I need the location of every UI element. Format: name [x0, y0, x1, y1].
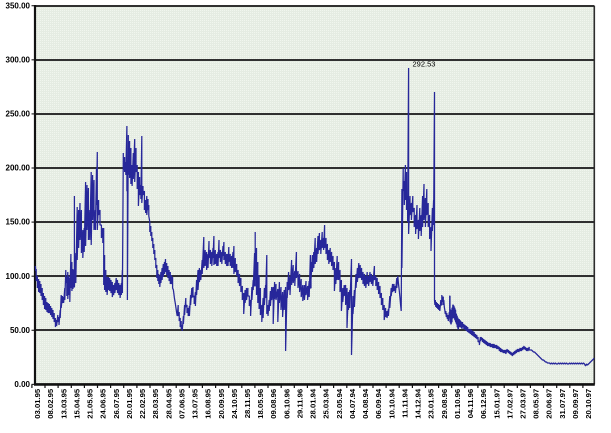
svg-text:0.00: 0.00: [14, 380, 30, 389]
svg-text:29.08.96: 29.08.96: [440, 389, 449, 419]
svg-text:15.01.97: 15.01.97: [492, 389, 501, 419]
svg-text:24.10.95: 24.10.95: [230, 388, 239, 419]
svg-text:200.00: 200.00: [6, 164, 31, 173]
svg-text:20.10.97: 20.10.97: [584, 389, 593, 419]
svg-text:04.07.94: 04.07.94: [348, 388, 357, 419]
svg-text:25.03.94: 25.03.94: [322, 388, 331, 419]
svg-text:17.02.97: 17.02.97: [505, 389, 514, 419]
svg-text:24.06.95: 24.06.95: [99, 388, 108, 419]
svg-text:350.00: 350.00: [6, 1, 31, 10]
svg-text:14.12.94: 14.12.94: [414, 388, 423, 419]
svg-text:50.00: 50.00: [10, 326, 31, 335]
svg-text:03.01.95: 03.01.95: [33, 388, 42, 419]
svg-text:07.06.95: 07.06.95: [177, 388, 186, 419]
svg-text:300.00: 300.00: [6, 55, 31, 64]
svg-text:04.08.94: 04.08.94: [361, 388, 370, 419]
svg-text:20.09.95: 20.09.95: [217, 388, 226, 419]
svg-text:26.07.95: 26.07.95: [112, 388, 121, 419]
svg-text:250.00: 250.00: [6, 110, 31, 119]
svg-text:31.07.97: 31.07.97: [558, 389, 567, 419]
svg-text:04.11.96: 04.11.96: [466, 389, 475, 419]
svg-text:22.02.95: 22.02.95: [138, 388, 147, 419]
svg-text:13.03.95: 13.03.95: [59, 388, 68, 419]
svg-text:28.11.95: 28.11.95: [243, 388, 252, 418]
svg-text:06.10.96: 06.10.96: [282, 389, 291, 419]
svg-text:15.04.95: 15.04.95: [73, 388, 82, 419]
svg-text:11.11.94: 11.11.94: [400, 388, 409, 418]
svg-text:10.10.94: 10.10.94: [387, 388, 396, 419]
svg-text:20.06.97: 20.06.97: [545, 389, 554, 419]
svg-text:09.08.96: 09.08.96: [269, 389, 278, 419]
svg-text:150.00: 150.00: [6, 218, 31, 227]
svg-text:06.09.94: 06.09.94: [374, 388, 383, 419]
svg-text:16.08.95: 16.08.95: [204, 388, 213, 419]
svg-text:06.12.96: 06.12.96: [479, 389, 488, 419]
svg-text:20.01.95: 20.01.95: [125, 388, 134, 419]
svg-text:27.03.97: 27.03.97: [519, 389, 528, 419]
svg-text:13.07.95: 13.07.95: [191, 388, 200, 419]
svg-text:28.01.94: 28.01.94: [309, 388, 318, 419]
svg-text:292.53: 292.53: [413, 60, 436, 69]
svg-text:08.02.95: 08.02.95: [46, 388, 55, 419]
svg-text:08.05.97: 08.05.97: [532, 389, 541, 419]
svg-text:23.01.95: 23.01.95: [427, 388, 436, 419]
svg-text:100.00: 100.00: [6, 272, 31, 281]
svg-text:23.05.94: 23.05.94: [335, 388, 344, 419]
svg-text:29.11.96: 29.11.96: [296, 389, 305, 419]
svg-text:18.05.96: 18.05.96: [256, 389, 265, 419]
svg-text:21.05.95: 21.05.95: [86, 388, 95, 419]
svg-text:28.04.95: 28.04.95: [164, 388, 173, 419]
svg-text:09.09.97: 09.09.97: [571, 389, 580, 419]
svg-text:01.10.96: 01.10.96: [453, 389, 462, 419]
svg-text:28.03.95: 28.03.95: [151, 388, 160, 419]
